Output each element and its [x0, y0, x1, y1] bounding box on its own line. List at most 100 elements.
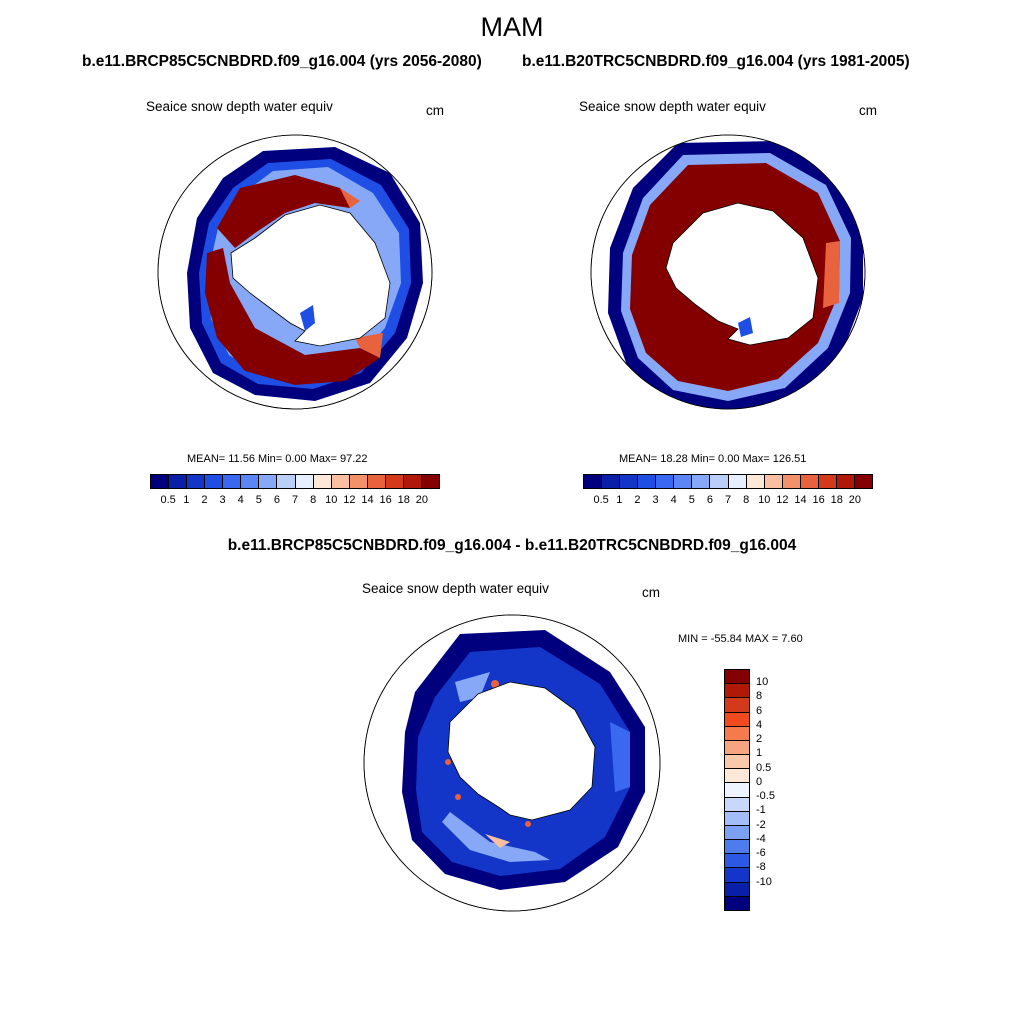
- colorbar-tick-label: 5: [688, 494, 695, 506]
- colorbar-tick-label: 1: [616, 494, 623, 506]
- colorbar-swatch: [725, 754, 749, 769]
- panel-2-polar-map: [590, 134, 866, 410]
- colorbar-tick-label: 14: [361, 494, 374, 506]
- colorbar-swatch: [186, 475, 205, 488]
- colorbar-tick-label: -1: [756, 804, 766, 817]
- panel-1-polar-map: [157, 134, 433, 410]
- colorbar-tick-label: 4: [670, 494, 677, 506]
- panel-3-stats: MIN = -55.84 MAX = 7.60: [678, 633, 803, 645]
- colorbar-swatch: [673, 475, 692, 488]
- colorbar-tick-label: 2: [634, 494, 641, 506]
- colorbar-swatch: [725, 796, 749, 811]
- colorbar-swatch: [168, 475, 187, 488]
- panel-1-stats: MEAN= 11.56 Min= 0.00 Max= 97.22: [187, 453, 368, 465]
- panel-2-run-title: b.e11.B20TRC5CNBDRD.f09_g16.004 (yrs 198…: [522, 53, 910, 70]
- colorbar-tick-label: 7: [291, 494, 299, 506]
- colorbar-swatch: [725, 895, 749, 910]
- colorbar-tick-label: 0.5: [756, 761, 772, 774]
- panel-3-colorbar: [724, 669, 750, 911]
- colorbar-tick-label: 4: [237, 494, 244, 506]
- colorbar-swatch: [725, 670, 749, 684]
- panel-2-variable-label: Seaice snow depth water equiv: [579, 99, 766, 114]
- colorbar-tick-label: -4: [756, 832, 766, 845]
- colorbar-tick-label: 1: [756, 747, 763, 760]
- panel-1-run-title: b.e11.BRCP85C5CNBDRD.f09_g16.004 (yrs 20…: [82, 53, 482, 70]
- colorbar-swatch: [420, 475, 439, 488]
- colorbar-tick-label: 18: [397, 494, 410, 506]
- colorbar-tick-label: 16: [379, 494, 392, 506]
- colorbar-swatch: [763, 475, 782, 488]
- colorbar-swatch: [637, 475, 656, 488]
- colorbar-swatch: [853, 475, 872, 488]
- colorbar-tick-label: 7: [724, 494, 732, 506]
- colorbar-swatch: [745, 475, 764, 488]
- colorbar-tick-label: 0: [756, 775, 763, 788]
- colorbar-swatch: [725, 881, 749, 896]
- colorbar-swatch: [330, 475, 349, 488]
- panel-2-colorbar-labels: 0.5 1 2 3 4 5 6 7 8 10 12 14 16 18 20: [583, 494, 873, 508]
- colorbar-swatch: [691, 475, 710, 488]
- colorbar-tick-label: -10: [756, 875, 772, 888]
- colorbar-tick-label: 10: [758, 494, 771, 506]
- panel-1-variable-label: Seaice snow depth water equiv: [146, 99, 333, 114]
- colorbar-swatch: [725, 824, 749, 840]
- colorbar-tick-label: -8: [756, 861, 766, 874]
- colorbar-tick-label: 2: [201, 494, 208, 506]
- colorbar-tick-label: 12: [776, 494, 789, 506]
- colorbar-tick-label: 0.5: [160, 494, 176, 506]
- colorbar-swatch: [312, 475, 331, 488]
- panel-3-variable-label: Seaice snow depth water equiv: [362, 581, 549, 596]
- panel-1-colorbar-labels: 0.5 1 2 3 4 5 6 7 8 10 12 14 16 18 20: [150, 494, 440, 508]
- colorbar-tick-label: 8: [756, 690, 763, 703]
- colorbar-swatch: [727, 475, 746, 488]
- colorbar-swatch: [725, 810, 749, 825]
- colorbar-tick-label: 8: [310, 494, 317, 506]
- colorbar-swatch: [366, 475, 385, 488]
- panel-3-polar-map: [363, 614, 661, 912]
- colorbar-swatch: [781, 475, 800, 488]
- colorbar-tick-label: 20: [848, 494, 861, 506]
- colorbar-swatch: [276, 475, 295, 488]
- colorbar-swatch: [799, 475, 818, 488]
- colorbar-swatch: [619, 475, 638, 488]
- colorbar-swatch: [402, 475, 421, 488]
- colorbar-swatch: [222, 475, 241, 488]
- colorbar-tick-label: 0.5: [593, 494, 609, 506]
- colorbar-swatch: [258, 475, 277, 488]
- colorbar-tick-label: -6: [756, 847, 766, 860]
- colorbar-swatch: [348, 475, 367, 488]
- colorbar-swatch: [204, 475, 223, 488]
- panel-1-units-label: cm: [426, 103, 444, 118]
- panel-1-colorbar: [150, 474, 440, 489]
- colorbar-swatch: [725, 711, 749, 726]
- colorbar-tick-label: -2: [756, 818, 766, 831]
- figure-title: MAM: [480, 12, 544, 42]
- colorbar-tick-label: 10: [325, 494, 338, 506]
- colorbar-swatch: [151, 475, 169, 488]
- panel-2-units-label: cm: [859, 103, 877, 118]
- colorbar-tick-label: 5: [255, 494, 262, 506]
- colorbar-swatch: [725, 853, 749, 868]
- colorbar-tick-label: 12: [343, 494, 356, 506]
- colorbar-tick-label: 6: [273, 494, 280, 506]
- colorbar-tick-label: -0.5: [756, 790, 775, 803]
- panel-2-colorbar: [583, 474, 873, 489]
- colorbar-tick-label: 6: [706, 494, 713, 506]
- colorbar-tick-label: 6: [756, 704, 763, 717]
- colorbar-swatch: [725, 683, 749, 698]
- colorbar-tick-label: 2: [756, 733, 763, 746]
- colorbar-tick-label: 10: [756, 676, 769, 689]
- colorbar-swatch: [294, 475, 313, 488]
- colorbar-swatch: [835, 475, 854, 488]
- panel-3-run-title: b.e11.BRCP85C5CNBDRD.f09_g16.004 - b.e11…: [227, 537, 797, 554]
- colorbar-swatch: [584, 475, 602, 488]
- colorbar-swatch: [817, 475, 836, 488]
- colorbar-tick-label: 14: [794, 494, 807, 506]
- colorbar-swatch: [725, 782, 749, 797]
- colorbar-tick-label: 8: [743, 494, 750, 506]
- colorbar-swatch: [601, 475, 620, 488]
- colorbar-tick-label: 3: [652, 494, 659, 506]
- colorbar-swatch: [725, 839, 749, 854]
- colorbar-swatch: [725, 725, 749, 740]
- panel-2-stats: MEAN= 18.28 Min= 0.00 Max= 126.51: [619, 453, 807, 465]
